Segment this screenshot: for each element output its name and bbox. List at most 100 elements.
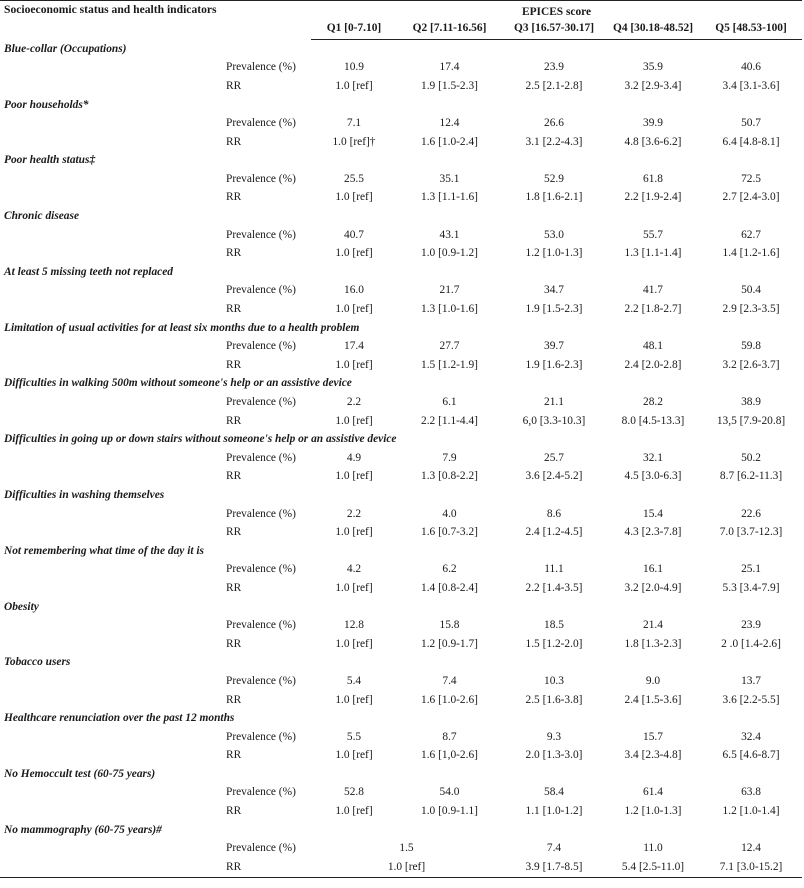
prevalence-value: 7.4 [546,842,562,855]
rr-value: 1.6 [1,0-2.6] [421,749,478,762]
prevalence-value: 23.9 [544,61,564,74]
rr-row: RR 1.0 [ref] 1.2 [0.9-1.7] 1.5 [1.2-2.0] 1.8… [0,635,802,654]
category-row: No mammography (60-75 years)# [0,821,802,840]
rr-value: 1.0 [ref] [335,191,373,204]
rr-value: 1.0 [ref] [335,805,373,818]
rr-value: 1.0 [ref] [335,414,373,427]
rr-value: 3.1 [2.2-4.3] [525,135,583,148]
rr-value: 3.6 [2.4-5.2] [525,470,583,483]
rr-value: 3.4 [3.1-3.6] [722,79,780,92]
rr-label: RR [226,358,242,371]
category-row: Difficulties in walking 500m without som… [0,375,802,394]
category-label: Difficulties in going up or down stairs … [4,433,397,446]
rr-value: 1.1 [1.0-1.2] [525,805,583,818]
rr-value: 1.0 [ref] [335,749,373,762]
prevalence-value: 12.4 [439,117,460,130]
header-q4: Q4 [30.18-48.52] [606,22,700,40]
rr-value: 1.2 [1.0-1.3] [624,805,682,818]
spacer-cell [0,189,226,208]
spacer-cell [0,672,226,691]
category-label: Difficulties in walking 500m without som… [4,377,352,390]
rr-value: 1.8 [1.6-2.1] [525,191,583,204]
header-left-label: Socioeconomic status and health indicato… [0,0,311,40]
prevalence-value: 10.9 [344,61,364,74]
category-row: Limitation of usual activities for at le… [0,319,802,338]
rr-value: 4.3 [2.3-7.8] [624,526,682,539]
rr-value: 2.7 [2.4-3.0] [722,191,780,204]
category-label: Chronic disease [4,210,79,223]
prevalence-value-q1-q2: 1.5 [399,842,414,855]
category-label: At least 5 missing teeth not replaced [4,265,173,278]
rr-value: 1.0 [ref] [335,303,373,316]
rr-row: RR 1.0 [ref] 1.6 [0.7-3.2] 2.4 [1.2-4.5] 4.3… [0,523,802,542]
rr-value: 1.3 [0.8-2.2] [421,470,478,483]
spacer-cell [0,300,226,319]
spacer-cell [0,170,226,189]
prevalence-value: 39.7 [544,340,564,353]
prevalence-label: Prevalence (%) [226,451,296,464]
prevalence-value: 8.6 [546,507,562,520]
prevalence-value: 10.3 [544,674,564,687]
rr-value: 1.0 [ref] [335,526,373,539]
spacer-cell [0,802,226,821]
spacer-cell [0,282,226,301]
rr-value: 1.4 [1.2-1.6] [722,247,780,260]
spacer-cell [0,114,226,133]
category-row: Healthcare renunciation over the past 12… [0,709,802,728]
header-epices-score: EPICES score [311,0,803,22]
header-q2: Q2 [7.11-16.56] [397,22,502,40]
rr-row: RR 1.0 [ref]† 1.6 [1.0-2.4] 3.1 [2.2-4.3] 4.… [0,133,802,152]
prevalence-value: 41.7 [643,284,663,297]
prevalence-row: Prevalence (%) 5.4 7.4 10.3 9.0 13.7 [0,672,802,691]
prevalence-row: Prevalence (%) 40.7 43.1 53.0 55.7 62.7 [0,226,802,245]
rr-label: RR [226,693,242,706]
prevalence-value: 15.8 [439,619,460,632]
rr-row: RR 1.0 [ref] 1.3 [0.8-2.2] 3.6 [2.4-5.2] 4.5… [0,468,802,487]
prevalence-value: 9.0 [645,674,661,687]
spacer-cell [0,561,226,580]
spacer-cell [0,338,226,357]
prevalence-value: 4.2 [346,563,362,576]
rr-value: 3.2 [2.9-3.4] [624,79,682,92]
category-row: Poor households* [0,96,802,115]
rr-row: RR 1.0 [ref] 1.3 [1.1-1.6] 1.8 [1.6-2.1] 2.2… [0,189,802,208]
prevalence-value: 27.7 [439,340,460,353]
prevalence-value: 5.5 [346,730,362,743]
rr-value: 2.2 [1.9-2.4] [624,191,682,204]
prevalence-value: 5.4 [346,674,362,687]
prevalence-value: 61.8 [643,172,663,185]
prevalence-value: 22.6 [741,507,761,520]
header-q5: Q5 [48.53-100] [700,22,803,40]
category-row: At least 5 missing teeth not replaced [0,263,802,282]
spacer-cell [0,393,226,412]
rr-row: RR 1.0 [ref] 1.4 [0.8-2.4] 2.2 [1.4-3.5] 3.2… [0,579,802,598]
rr-value: 1.9 [1.5-2.3] [421,79,478,92]
prevalence-value: 17.4 [439,61,460,74]
prevalence-value: 9.3 [546,730,562,743]
prevalence-value: 52.9 [544,172,564,185]
prevalence-value: 4.9 [346,451,362,464]
prevalence-value: 12.8 [344,619,364,632]
rr-value: 2.2 [1.8-2.7] [624,303,682,316]
rr-row: RR 1.0 [ref] 1.0 [0.9-1.2] 1.2 [1.0-1.3] 1.3… [0,245,802,264]
rr-value: 2.4 [2.0-2.8] [624,358,682,371]
rr-value: 2 .0 [1.4-2.6] [721,637,781,650]
rr-value: 1.9 [1.6-2.3] [525,358,583,371]
spacer-cell [0,412,226,431]
prevalence-row: Prevalence (%) 25.5 35.1 52.9 61.8 72.5 [0,170,802,189]
prevalence-row: Prevalence (%) 1.5 7.4 11.0 12.4 [0,840,802,859]
rr-value: 8.0 [4.5-13.3] [621,414,685,427]
prevalence-value: 48.1 [643,340,663,353]
prevalence-label: Prevalence (%) [226,842,296,855]
header-q3: Q3 [16.57-30.17] [502,22,606,40]
prevalence-label: Prevalence (%) [226,117,296,130]
rr-value: 2.5 [1.6-3.8] [525,693,583,706]
category-label: Blue-collar (Occupations) [4,42,127,55]
rr-label: RR [226,637,242,650]
prevalence-value: 16.0 [344,284,364,297]
rr-value: 1.0 [ref] [335,79,373,92]
prevalence-value: 26.6 [544,117,564,130]
category-label: Poor health status‡ [4,154,96,167]
category-row: Not remembering what time of the day it … [0,542,802,561]
prevalence-value: 15.4 [643,507,663,520]
